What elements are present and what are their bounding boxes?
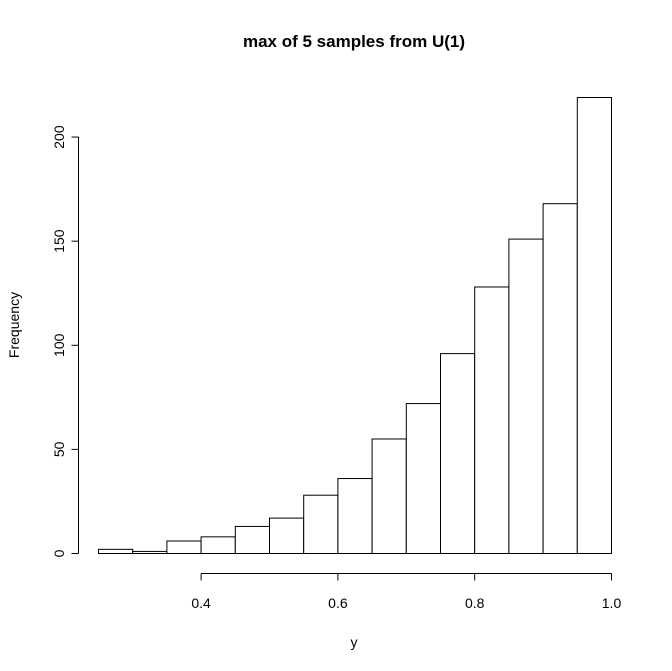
x-axis-label: y <box>351 634 358 650</box>
y-tick-label: 50 <box>51 441 67 457</box>
histogram-bar <box>234 525 271 555</box>
histogram-bar <box>405 403 441 554</box>
histogram-bar <box>166 540 202 554</box>
histogram-bar <box>542 203 578 555</box>
chart-title: max of 5 samples from U(1) <box>243 32 465 51</box>
x-axis: 0.4 0.6 0.8 1.0 <box>191 573 622 611</box>
y-tick-label: 0 <box>51 549 67 557</box>
y-tick-label: 150 <box>51 229 67 253</box>
histogram-bar <box>200 536 236 555</box>
histogram-bar <box>508 238 544 554</box>
histogram-bar <box>132 550 168 554</box>
x-tick-label: 0.4 <box>191 595 211 611</box>
x-tick-label: 1.0 <box>602 595 622 611</box>
y-tick-label: 200 <box>51 125 67 149</box>
histogram-bar <box>303 494 339 555</box>
y-axis: 0 50 100 150 200 <box>51 125 79 557</box>
histogram-bar <box>440 353 476 554</box>
histogram-bar <box>98 548 134 555</box>
x-tick-label: 0.6 <box>328 595 348 611</box>
histogram-bar <box>269 517 305 554</box>
histogram-bar <box>474 286 510 554</box>
y-axis-label: Frequency <box>6 292 22 358</box>
histogram-bar <box>371 438 407 555</box>
x-tick-label: 0.8 <box>465 595 485 611</box>
histogram-bar <box>576 97 612 554</box>
histogram-bars <box>98 97 612 555</box>
y-tick-label: 100 <box>51 333 67 357</box>
histogram-bar <box>337 478 373 555</box>
